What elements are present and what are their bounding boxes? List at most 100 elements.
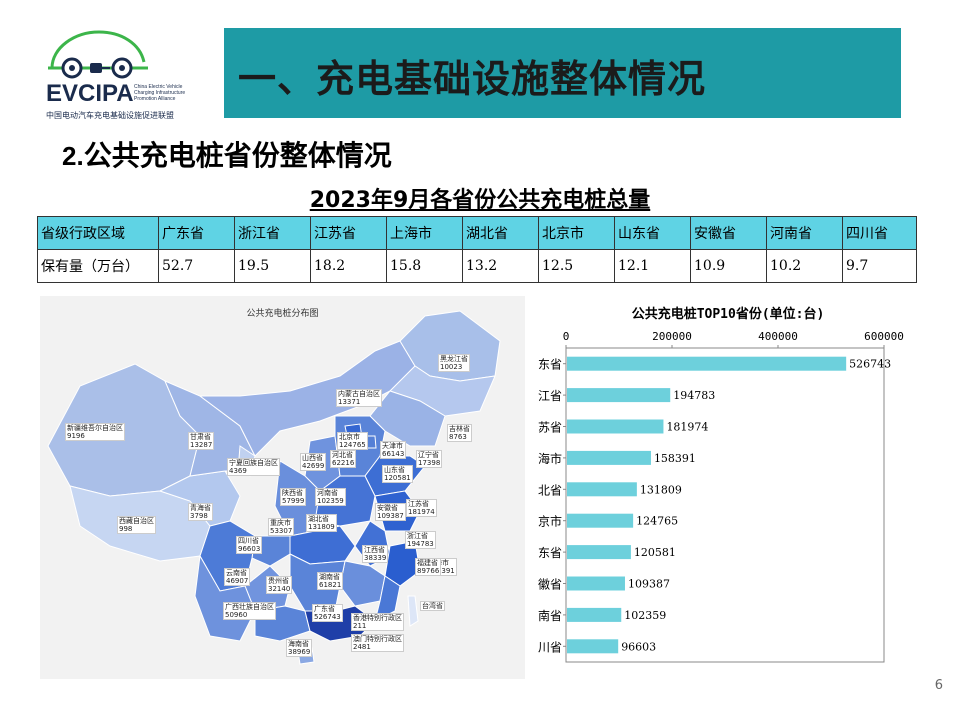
evcipa-logo: EVCIPA China Electric Vehicle Charging I… (44, 28, 204, 123)
table-value-cell: 19.5 (234, 249, 311, 283)
bar-value-label: 181974 (666, 421, 708, 434)
map-province-label: 江西省 38339 (362, 545, 389, 563)
x-tick-label: 600000 (864, 330, 904, 343)
table-header-cell: 湖北省 (462, 216, 539, 250)
map-province-name: 山西省 (302, 454, 323, 462)
province-table: 省级行政区域 广东省 浙江省 江苏省 上海市 湖北省 北京市 山东省 安徽省 河南省 四川省 保有… (37, 216, 917, 283)
map-province-value: 38339 (364, 554, 387, 562)
map-province-name: 河北省 (332, 451, 353, 459)
bar-value-label: 120581 (634, 546, 676, 559)
map-province-label: 海南省 38969 (286, 639, 313, 657)
table-header-cell: 山东省 (614, 216, 691, 250)
map-province-name: 湖北省 (308, 515, 329, 523)
top10-bar-chart: 公共充电桩TOP10省份(单位:台) 0 200000 400000 600000 526… (528, 296, 928, 676)
table-header-cell: 上海市 (386, 216, 463, 250)
map-province-value: 8763 (449, 433, 467, 441)
map-province-name: 广东省 (314, 605, 335, 613)
bar (567, 576, 625, 591)
bar-value-label: 102359 (624, 609, 666, 622)
map-province-name: 重庆市 (270, 519, 291, 527)
x-tick-label: 0 (563, 330, 570, 343)
map-province-value: 17398 (418, 459, 441, 467)
map-province-value: 194783 (407, 540, 434, 548)
table-title: 2023年9月各省份公共充电桩总量 (309, 188, 651, 213)
map-province-label: 吉林省 8763 (447, 424, 472, 442)
table-header-row: 省级行政区域 广东省 浙江省 江苏省 上海市 湖北省 北京市 山东省 安徽省 河南省 四川省 (37, 216, 917, 250)
map-province-value: 211 (353, 622, 367, 630)
map-region-jiangxi (339, 560, 386, 607)
map-province-label: 四川省 96603 (236, 536, 263, 554)
map-province-value: 42699 (302, 462, 325, 470)
table-header-cell: 北京市 (538, 216, 615, 250)
bar-chart-svg: 公共充电桩TOP10省份(单位:台) 0 200000 400000 600000 526… (538, 306, 904, 663)
map-province-name: 黑龙江省 (440, 355, 468, 363)
map-province-label: 澳门特别行政区 2481 (351, 634, 404, 652)
map-region-taiwan (407, 595, 419, 627)
x-tick-label: 400000 (758, 330, 798, 343)
map-province-value: 131809 (308, 523, 335, 531)
bar-value-label: 526743 (849, 358, 891, 371)
map-province-value: 998 (119, 525, 133, 533)
map-province-label: 河南省 102359 (315, 488, 346, 506)
map-province-label: 重庆市 53307 (268, 518, 295, 536)
map-province-label: 北京市 124765 (337, 432, 368, 450)
map-province-label: 云南省 46907 (224, 568, 251, 586)
map-province-value: 13371 (338, 398, 361, 406)
map-province-label: 新疆维吾尔自治区 9196 (65, 423, 125, 441)
bar-value-label: 194783 (673, 389, 715, 402)
bar (567, 419, 664, 434)
map-province-label: 黑龙江省 10023 (438, 354, 470, 372)
map-province-name: 河南省 (317, 489, 338, 497)
map-province-name: 江西省 (364, 546, 385, 554)
table-value-row: 保有量（万台） 52.7 19.5 18.2 15.8 13.2 12.5 12.1 10.9… (37, 249, 917, 283)
map-province-name: 贵州省 (268, 577, 289, 585)
map-province-label: 山西省 42699 (300, 453, 327, 471)
chart-title: 公共充电桩TOP10省份(单位:台) (632, 306, 825, 322)
table-row-value-label: 保有量（万台） (37, 249, 159, 283)
map-province-label: 江苏省 181974 (406, 499, 437, 517)
map-province-name: 北京市 (339, 433, 360, 441)
map-province-label: 西藏自治区 998 (117, 516, 156, 534)
category-tick-label: 海市 (538, 451, 562, 466)
bar-value-label: 131809 (640, 483, 682, 496)
map-province-label: 浙江省 194783 (405, 531, 436, 549)
category-tick-label: 江省 (538, 389, 562, 403)
map-province-value: 4369 (229, 467, 247, 475)
map-province-value: 61821 (319, 581, 342, 589)
map-province-name: 青海省 (190, 504, 211, 512)
table-value-cell: 52.7 (158, 249, 235, 283)
map-province-value: 158391 (428, 567, 455, 575)
category-tick-label: 川省 (538, 640, 562, 654)
map-province-value: 89766 (417, 567, 440, 575)
map-province-value: 10023 (440, 363, 463, 371)
map-province-label: 广东省 526743 (312, 604, 343, 622)
map-province-name: 浙江省 (407, 532, 428, 540)
map-province-value: 3798 (190, 512, 208, 520)
bar (567, 450, 651, 465)
map-province-name: 天津市 (382, 442, 403, 450)
bar (567, 639, 619, 654)
map-province-name: 福建省 (417, 559, 438, 567)
table-header-cell: 河南省 (766, 216, 843, 250)
map-province-name: 四川省 (238, 537, 259, 545)
table-value-cell: 18.2 (310, 249, 387, 283)
map-province-name: 台湾省 (422, 602, 443, 610)
table-header-cell: 广东省 (158, 216, 235, 250)
map-province-name: 内蒙古自治区 (338, 390, 380, 398)
map-province-label: 内蒙古自治区 13371 (336, 389, 382, 407)
map-province-name: 西藏自治区 (119, 517, 154, 525)
bar-value-label: 124765 (636, 515, 678, 528)
map-province-name: 广西壮族自治区 (225, 603, 274, 611)
category-tick-label: 东省 (538, 358, 562, 372)
category-tick-label: 东省 (538, 546, 562, 560)
table-value-cell: 15.8 (386, 249, 463, 283)
map-province-value: 2481 (353, 643, 371, 651)
map-province-name: 山东省 (384, 466, 405, 474)
map-province-name: 安徽省 (377, 504, 398, 512)
map-province-value: 50960 (225, 611, 248, 619)
map-province-value: 181974 (408, 508, 435, 516)
brand-chinese: 中国电动汽车充电基础设施促进联盟 (46, 111, 174, 120)
china-map (47, 310, 501, 665)
title-banner: 一、充电基础设施整体情况 (224, 28, 901, 118)
map-province-value: 62216 (332, 459, 355, 467)
